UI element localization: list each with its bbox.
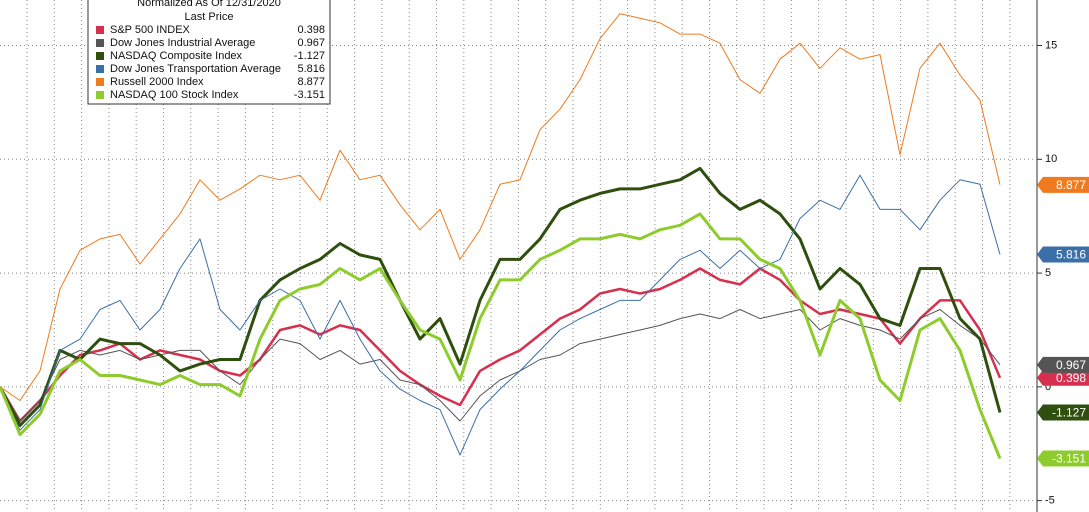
tag-shape (1037, 246, 1089, 263)
series-line (0, 309, 1001, 422)
legend-label: Dow Jones Industrial Average (110, 37, 255, 49)
legend-subtitle: Last Price (185, 11, 234, 23)
legend-swatch (96, 52, 104, 60)
y-tick-label: 0 (1045, 381, 1051, 393)
series-line (0, 166, 1002, 427)
last-value-tag: -1.127 (1037, 404, 1089, 421)
last-value-tag: 8.877 (1037, 176, 1089, 193)
y-tick-label: -5 (1045, 495, 1055, 507)
legend-label: NASDAQ 100 Stock Index (110, 89, 239, 101)
tag-label: 0.398 (1056, 371, 1086, 385)
series-line (0, 212, 1002, 460)
tag-shape (1037, 356, 1089, 373)
tag-label: 8.877 (1056, 178, 1086, 192)
legend-label: Dow Jones Transportation Average (110, 63, 281, 75)
legend-title: Normalized As Of 12/31/2020 (137, 0, 281, 9)
legend-value: 5.816 (297, 63, 325, 75)
tag-label: 5.816 (1056, 248, 1086, 262)
legend-swatch (96, 78, 104, 86)
legend-swatch (96, 39, 104, 47)
tag-label: -1.127 (1052, 406, 1086, 420)
tag-label: 0.967 (1056, 358, 1086, 372)
tag-shape (1037, 369, 1089, 386)
legend-swatch (96, 91, 104, 99)
y-tick-label: 15 (1045, 39, 1057, 51)
last-value-tag: 0.967 (1037, 356, 1089, 373)
legend-swatch (96, 26, 104, 34)
legend-label: Russell 2000 Index (110, 76, 204, 88)
last-value-tag: 0.398 (1037, 369, 1089, 386)
legend-value: 0.967 (297, 37, 325, 49)
legend-value: 0.398 (297, 24, 325, 36)
tag-shape (1037, 176, 1089, 193)
legend: Normalized As Of 12/31/2020 Last Price S… (87, 0, 331, 105)
legend-label: S&P 500 INDEX (110, 24, 191, 36)
legend-value: -1.127 (294, 50, 325, 62)
series-line (0, 267, 1002, 423)
tag-shape (1037, 404, 1089, 421)
series-line (0, 174, 1001, 456)
last-value-tag: -3.151 (1037, 450, 1089, 467)
legend-swatch (96, 65, 104, 73)
series-line (0, 13, 1001, 401)
y-tick-label: 10 (1045, 153, 1057, 165)
legend-value: -3.151 (294, 89, 325, 101)
legend-label: NASDAQ Composite Index (110, 50, 243, 62)
y-tick-label: 5 (1045, 267, 1051, 279)
legend-value: 8.877 (297, 76, 325, 88)
tag-label: -3.151 (1052, 452, 1086, 466)
plot-area (0, 0, 1037, 512)
tag-shape (1037, 450, 1089, 467)
last-value-tag: 5.816 (1037, 246, 1089, 263)
legend-box (87, 0, 331, 105)
